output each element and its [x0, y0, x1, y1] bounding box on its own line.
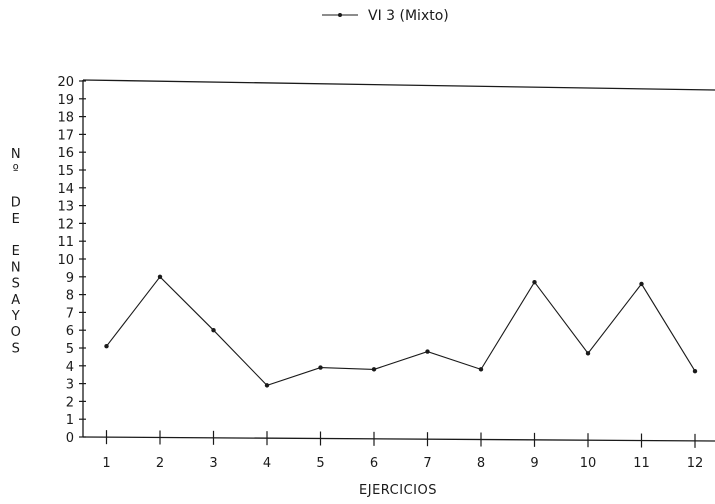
x-tick-label: 12	[687, 456, 704, 471]
data-point	[478, 367, 484, 372]
data-point	[264, 383, 270, 388]
data-point	[585, 351, 591, 356]
x-tick-label: 7	[423, 456, 431, 471]
x-axis-line	[82, 436, 715, 442]
y-axis-label-glyph: E	[12, 244, 21, 259]
data-point	[425, 349, 430, 354]
y-axis-label-glyph: D	[11, 196, 22, 211]
y-tick-label: 10	[57, 253, 74, 268]
legend-marker	[338, 13, 342, 17]
y-axis-label-glyph: E	[12, 212, 21, 227]
y-tick-label: 8	[66, 289, 74, 304]
y-tick-label: 1	[66, 413, 74, 428]
data-point	[318, 365, 323, 370]
y-tick-label: 2	[66, 395, 74, 410]
x-tick-label: 11	[633, 456, 650, 471]
data-point	[157, 274, 163, 279]
y-tick-label: 9	[66, 271, 74, 286]
data-point	[692, 368, 698, 374]
y-tick-label: 20	[57, 75, 74, 90]
y-tick-label: 14	[57, 182, 74, 197]
data-point	[532, 279, 537, 285]
y-tick-label: 6	[66, 324, 74, 339]
data-point	[371, 367, 377, 372]
x-tick-label: 6	[370, 456, 378, 471]
y-tick-label: 3	[66, 378, 74, 393]
y-tick-label: 0	[66, 431, 74, 446]
x-axis-ticks: 1 2 3 4 5 6 7 8 9 10 11 12	[102, 430, 703, 471]
data-point	[639, 281, 644, 287]
plot-frame	[82, 79, 715, 442]
y-axis-label-glyph: S	[12, 277, 21, 292]
y-axis-label-glyph: N	[11, 147, 21, 162]
y-axis-label-glyph: A	[11, 293, 20, 308]
x-axis-label: EJERCICIOS	[359, 483, 437, 498]
x-tick-label: 8	[477, 456, 485, 471]
y-tick-label: 12	[57, 217, 74, 232]
y-tick-label: 19	[57, 93, 74, 108]
y-axis-label-glyph: N	[11, 260, 21, 275]
x-tick-label: 5	[316, 456, 324, 471]
y-axis-label-glyph: Y	[11, 309, 20, 324]
series-points	[104, 274, 698, 388]
y-tick-label: 11	[57, 235, 74, 250]
y-tick-label: 15	[57, 164, 74, 179]
series-line-vi3-mixto	[106, 275, 696, 387]
x-tick-label: 10	[580, 456, 597, 471]
y-tick-label: 16	[57, 146, 74, 161]
x-tick-label: 1	[102, 456, 110, 471]
y-tick-label: 13	[57, 200, 74, 215]
y-axis-label-glyph: O	[11, 325, 22, 340]
data-point	[211, 328, 216, 333]
y-tick-label: 7	[66, 306, 74, 321]
x-tick-label: 9	[530, 456, 538, 471]
y-tick-label: 5	[66, 342, 74, 357]
x-tick-label: 2	[156, 456, 164, 471]
top-border-line	[82, 79, 715, 91]
x-tick-label: 4	[263, 456, 271, 471]
y-axis-label-glyph: S	[12, 341, 21, 356]
legend: VI 3 (Mixto)	[322, 8, 449, 24]
y-tick-label: 17	[57, 128, 74, 143]
y-tick-label: 4	[66, 360, 74, 375]
x-tick-label: 3	[209, 456, 217, 471]
data-point	[104, 344, 109, 349]
y-axis-label-glyph: º	[13, 163, 20, 178]
y-tick-label: 18	[57, 111, 74, 126]
legend-label: VI 3 (Mixto)	[368, 8, 449, 24]
